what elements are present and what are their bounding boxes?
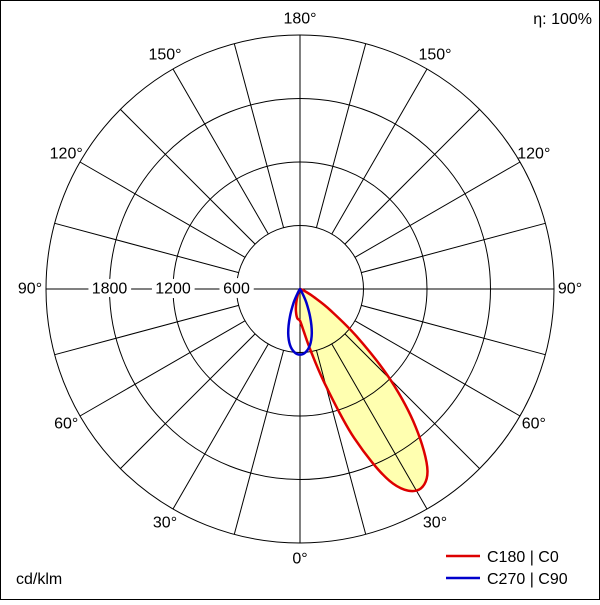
grid-spoke bbox=[354, 320, 521, 417]
polar-grid bbox=[45, 34, 555, 544]
grid-spoke bbox=[79, 320, 246, 417]
grid-spoke bbox=[120, 333, 256, 469]
ring-value-label: 1200 bbox=[155, 281, 191, 298]
angle-label: 0° bbox=[292, 551, 307, 568]
legend: C180 | C0 C270 | C90 bbox=[446, 549, 568, 588]
angle-label: 120° bbox=[517, 146, 550, 163]
grid-spoke bbox=[315, 43, 367, 228]
angle-label: 150° bbox=[148, 47, 181, 64]
grid-spoke bbox=[233, 43, 285, 228]
grid-spoke bbox=[54, 222, 239, 274]
axis-labels: 0° 30° 30° 60° 60° 90° 90° 120° 120° 150° 150° 180°… bbox=[18, 11, 582, 568]
angle-label: 120° bbox=[50, 146, 83, 163]
grid-spoke bbox=[172, 343, 269, 510]
grid-spoke bbox=[361, 222, 546, 274]
grid-spoke bbox=[361, 304, 546, 356]
angle-label: 150° bbox=[418, 47, 451, 64]
angle-label: 180° bbox=[283, 11, 316, 28]
angle-label: 60° bbox=[522, 416, 546, 433]
intensity-curve-0 bbox=[294, 287, 429, 493]
beam-fill bbox=[295, 289, 428, 492]
angle-label: 90° bbox=[558, 281, 582, 298]
beam-fill-layer bbox=[295, 289, 428, 492]
grid-spoke bbox=[354, 161, 521, 258]
grid-spoke bbox=[79, 161, 246, 258]
grid-spoke bbox=[344, 109, 480, 245]
grid-spoke bbox=[120, 109, 256, 245]
legend-label-c270-c90: C270 | C90 bbox=[487, 571, 568, 588]
grid-spoke bbox=[344, 333, 480, 469]
ring-value-label: 600 bbox=[223, 281, 250, 298]
intensity-curve-1 bbox=[286, 287, 314, 356]
grid-spoke bbox=[172, 68, 269, 235]
angle-label: 60° bbox=[54, 416, 78, 433]
grid-spoke bbox=[233, 350, 285, 535]
ring-value-label: 1800 bbox=[92, 281, 128, 298]
angle-label: 90° bbox=[18, 281, 42, 298]
unit-label: cd/klm bbox=[16, 571, 62, 588]
angle-label: 30° bbox=[153, 514, 177, 531]
angle-label: 30° bbox=[423, 514, 447, 531]
efficiency-label: η: 100% bbox=[533, 11, 592, 28]
grid-spoke bbox=[331, 68, 428, 235]
grid-spoke bbox=[54, 304, 239, 356]
intensity-curves bbox=[286, 287, 429, 493]
grid-spoke bbox=[331, 343, 428, 510]
legend-label-c180-c0: C180 | C0 bbox=[487, 549, 559, 566]
